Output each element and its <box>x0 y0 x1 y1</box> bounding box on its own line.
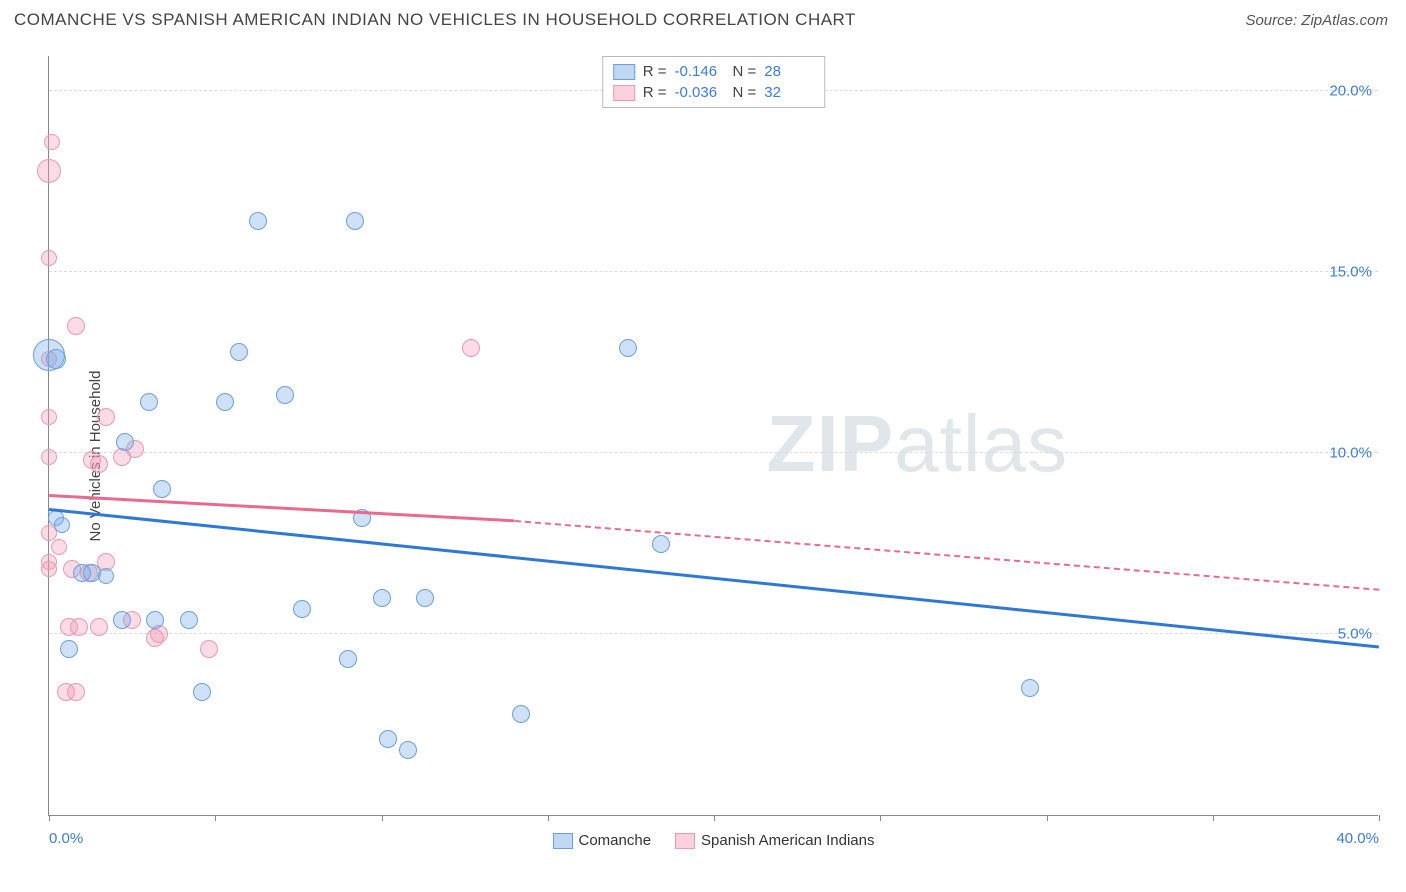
gridline <box>49 633 1378 634</box>
watermark: ZIPatlas <box>767 398 1068 490</box>
y-tick-label: 20.0% <box>1329 83 1372 100</box>
comanche-point <box>46 349 66 369</box>
x-tick-label: 40.0% <box>1336 830 1379 847</box>
spanish-trendline-extrapolated <box>514 520 1379 591</box>
x-tick <box>49 815 50 821</box>
comanche-point <box>98 568 114 584</box>
n-label: N = <box>733 63 757 80</box>
r-label: R = <box>643 63 667 80</box>
spanish-point <box>41 250 57 266</box>
spanish-point <box>90 618 108 636</box>
comanche-point <box>116 433 134 451</box>
spanish-point <box>67 683 85 701</box>
comanche-point <box>652 535 670 553</box>
legend-series-item: Spanish American Indians <box>675 832 874 849</box>
y-tick-label: 15.0% <box>1329 264 1372 281</box>
legend-series-label: Spanish American Indians <box>701 832 874 849</box>
comanche-point <box>379 730 397 748</box>
comanche-point <box>54 517 70 533</box>
x-tick <box>1379 815 1380 821</box>
n-value: 32 <box>764 84 814 101</box>
x-tick <box>382 815 383 821</box>
comanche-point <box>399 741 417 759</box>
legend-series-item: Comanche <box>553 832 652 849</box>
comanche-point <box>180 611 198 629</box>
legend-swatch <box>613 85 635 101</box>
comanche-point <box>276 386 294 404</box>
comanche-point <box>416 589 434 607</box>
spanish-point <box>67 317 85 335</box>
comanche-point <box>113 611 131 629</box>
comanche-trendline <box>49 508 1379 649</box>
legend-swatch <box>675 833 695 849</box>
comanche-point <box>230 343 248 361</box>
spanish-point <box>41 449 57 465</box>
x-tick <box>548 815 549 821</box>
n-value: 28 <box>764 63 814 80</box>
spanish-point <box>51 539 67 555</box>
watermark-bold: ZIP <box>767 399 894 488</box>
chart-title: COMANCHE VS SPANISH AMERICAN INDIAN NO V… <box>14 10 856 30</box>
comanche-point <box>216 393 234 411</box>
x-tick <box>1047 815 1048 821</box>
comanche-point <box>346 212 364 230</box>
comanche-point <box>146 611 164 629</box>
gridline <box>49 452 1378 453</box>
gridline <box>49 271 1378 272</box>
x-tick <box>880 815 881 821</box>
comanche-point <box>512 705 530 723</box>
source-attribution: Source: ZipAtlas.com <box>1245 12 1388 29</box>
y-tick-label: 5.0% <box>1338 626 1372 643</box>
legend-series: Comanche Spanish American Indians <box>553 832 875 849</box>
n-label: N = <box>733 84 757 101</box>
comanche-point <box>619 339 637 357</box>
comanche-point <box>140 393 158 411</box>
watermark-rest: atlas <box>894 399 1068 488</box>
x-tick <box>1213 815 1214 821</box>
x-tick <box>215 815 216 821</box>
spanish-point <box>37 159 61 183</box>
comanche-point <box>339 650 357 668</box>
scatter-plot: ZIPatlas R = -0.146N =28R = -0.036N =32 … <box>48 56 1378 816</box>
comanche-point <box>1021 679 1039 697</box>
comanche-point <box>249 212 267 230</box>
legend-swatch <box>553 833 573 849</box>
comanche-point <box>60 640 78 658</box>
comanche-point <box>153 480 171 498</box>
r-label: R = <box>643 84 667 101</box>
legend-swatch <box>613 64 635 80</box>
legend-series-label: Comanche <box>579 832 652 849</box>
spanish-point <box>90 455 108 473</box>
spanish-point <box>70 618 88 636</box>
r-value: -0.146 <box>675 63 725 80</box>
legend-correlation-row: R = -0.146 N = 28 <box>613 61 815 82</box>
spanish-point <box>200 640 218 658</box>
y-tick-label: 10.0% <box>1329 445 1372 462</box>
spanish-point <box>41 409 57 425</box>
comanche-point <box>293 600 311 618</box>
legend-correlation-row: R = -0.036 N = 32 <box>613 82 815 103</box>
x-tick-label: 0.0% <box>49 830 83 847</box>
r-value: -0.036 <box>675 84 725 101</box>
title-bar: COMANCHE VS SPANISH AMERICAN INDIAN NO V… <box>0 0 1406 36</box>
spanish-point <box>462 339 480 357</box>
comanche-point <box>193 683 211 701</box>
x-tick <box>714 815 715 821</box>
chart-wrap: No Vehicles in Household ZIPatlas R = -0… <box>0 36 1406 876</box>
comanche-point <box>373 589 391 607</box>
spanish-point <box>41 561 57 577</box>
spanish-point <box>97 408 115 426</box>
spanish-point <box>44 134 60 150</box>
legend-correlation: R = -0.146 N = 28 R = -0.036 N = 32 <box>602 56 826 108</box>
